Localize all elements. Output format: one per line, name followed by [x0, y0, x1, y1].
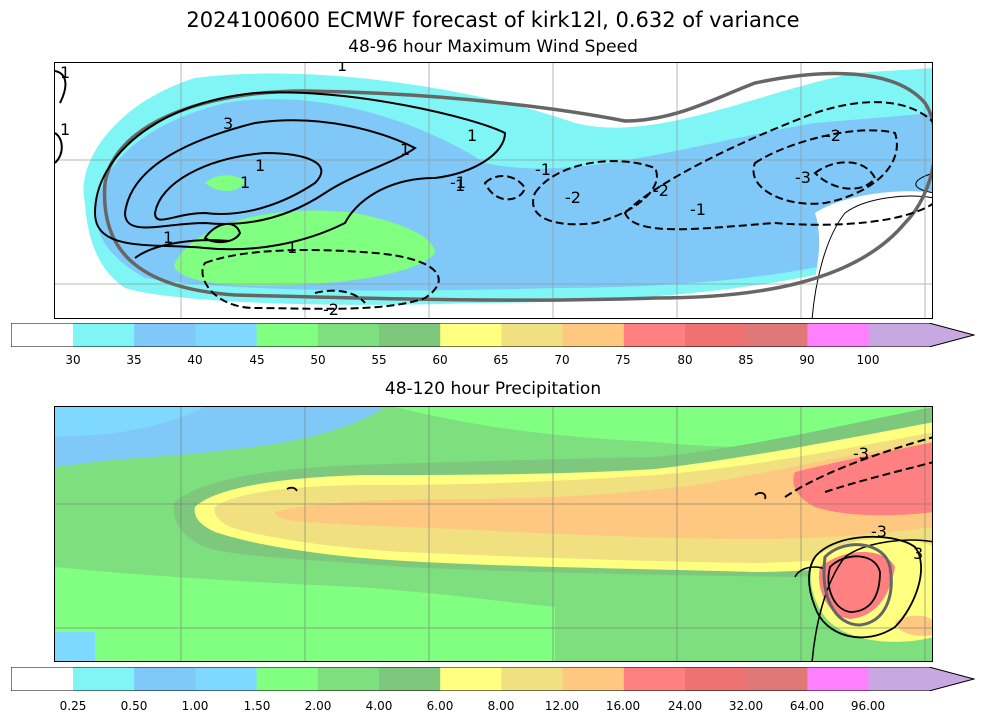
colorbar-tick: 1.50 — [244, 699, 271, 713]
colorbar-cell — [134, 323, 196, 347]
contour-label: -1 — [535, 160, 551, 179]
contour-label: -3 — [795, 168, 811, 187]
colorbar-cell — [807, 667, 869, 691]
colorbar-cell — [869, 323, 929, 347]
contour-label: 1 — [60, 120, 70, 139]
contour-label: -2 — [565, 188, 581, 207]
contour-label: 1 — [400, 140, 410, 159]
colorbar-cell — [73, 667, 135, 691]
colorbar-cell — [807, 323, 869, 347]
colorbar-cell — [501, 323, 563, 347]
colorbar-cell — [134, 667, 196, 691]
precipitation-map: -3 -3 3 — [54, 406, 933, 662]
colorbar-tick: 100 — [857, 353, 880, 367]
colorbar-tick: 32.00 — [729, 699, 763, 713]
contour-label: -3 — [853, 444, 869, 463]
colorbar-cell — [73, 323, 135, 347]
colorbar-cell — [624, 667, 686, 691]
colorbar-tick: 55 — [371, 353, 386, 367]
colorbar-cell — [440, 667, 502, 691]
colorbar-cell — [195, 667, 257, 691]
contour-label: 1 — [60, 63, 70, 82]
colorbar-tick: 70 — [554, 353, 569, 367]
colorbar-cell — [379, 667, 441, 691]
colorbar-tick: 6.00 — [427, 699, 454, 713]
panel-title-precip: 48-120 hour Precipitation — [0, 379, 986, 399]
colorbar-tick: 40 — [187, 353, 202, 367]
colorbar-cell — [869, 667, 929, 691]
precip-colorbar — [11, 667, 975, 691]
colorbar-tick: 85 — [738, 353, 753, 367]
precip-colorbar-ticks: 0.25 0.50 1.00 1.50 2.00 4.00 6.00 8.00 … — [0, 699, 986, 715]
colorbar-tick: 12.00 — [545, 699, 579, 713]
contour-label: 1 — [240, 173, 250, 192]
colorbar-tick: 80 — [677, 353, 692, 367]
colorbar-tick: 2.00 — [305, 699, 332, 713]
colorbar-cell — [746, 323, 808, 347]
colorbar-cell — [318, 667, 380, 691]
wind-colorbar — [11, 323, 975, 347]
colorbar-cell — [195, 323, 257, 347]
contour-label: 1 — [467, 126, 477, 145]
contour-label: 3 — [913, 544, 923, 563]
colorbar-tick: 90 — [799, 353, 814, 367]
colorbar-tick: 4.00 — [366, 699, 393, 713]
colorbar-tick: 45 — [249, 353, 264, 367]
contour-label: -2 — [825, 126, 841, 145]
contour-label: -1 — [690, 200, 706, 219]
colorbar-tick: 0.25 — [60, 699, 87, 713]
colorbar-cell — [257, 667, 319, 691]
colorbar-cell — [685, 667, 747, 691]
colorbar-tick: 65 — [493, 353, 508, 367]
colorbar-cell — [257, 323, 319, 347]
wind-colorbar-ticks: 30 35 40 45 50 55 60 65 70 75 80 85 90 1… — [0, 353, 986, 369]
contour-label: 3 — [223, 114, 233, 133]
contour-label: -3 — [871, 522, 887, 541]
contour-label: 1 — [163, 228, 173, 247]
colorbar-tick: 30 — [65, 353, 80, 367]
colorbar-cell — [685, 323, 747, 347]
colorbar-tick: 24.00 — [668, 699, 702, 713]
wind-speed-map: 1 1 1 1 1 1 1 1 1 1 3 -1 -1 -2 -2 -2 -3 … — [54, 62, 933, 319]
colorbar-tick: 8.00 — [488, 699, 515, 713]
contour-label: -2 — [323, 300, 339, 319]
colorbar-cell — [440, 323, 502, 347]
contour-label: 1 — [255, 156, 265, 175]
colorbar-cell — [746, 667, 808, 691]
colorbar-tick: 0.50 — [121, 699, 148, 713]
colorbar-cell — [11, 323, 74, 347]
colorbar-tick: 75 — [615, 353, 630, 367]
contour-label: 1 — [287, 238, 297, 257]
colorbar-cell — [501, 667, 563, 691]
colorbar-tick: 1.00 — [182, 699, 209, 713]
contour-label: 1 — [337, 63, 347, 75]
colorbar-tick: 64.00 — [790, 699, 824, 713]
colorbar-cell — [379, 323, 441, 347]
contour-label: -2 — [653, 181, 669, 200]
colorbar-tick: 35 — [126, 353, 141, 367]
panel-title-wind: 48-96 hour Maximum Wind Speed — [0, 37, 986, 57]
colorbar-cell — [563, 323, 625, 347]
colorbar-cell — [318, 323, 380, 347]
colorbar-tick: 96.00 — [851, 699, 885, 713]
colorbar-cell — [624, 323, 686, 347]
figure-title: 2024100600 ECMWF forecast of kirk12l, 0.… — [0, 8, 986, 32]
colorbar-cell — [11, 667, 74, 691]
colorbar-tick: 16.00 — [606, 699, 640, 713]
colorbar-tick: 60 — [432, 353, 447, 367]
colorbar-cell — [563, 667, 625, 691]
colorbar-tick: 50 — [310, 353, 325, 367]
contour-label: -1 — [450, 173, 466, 192]
